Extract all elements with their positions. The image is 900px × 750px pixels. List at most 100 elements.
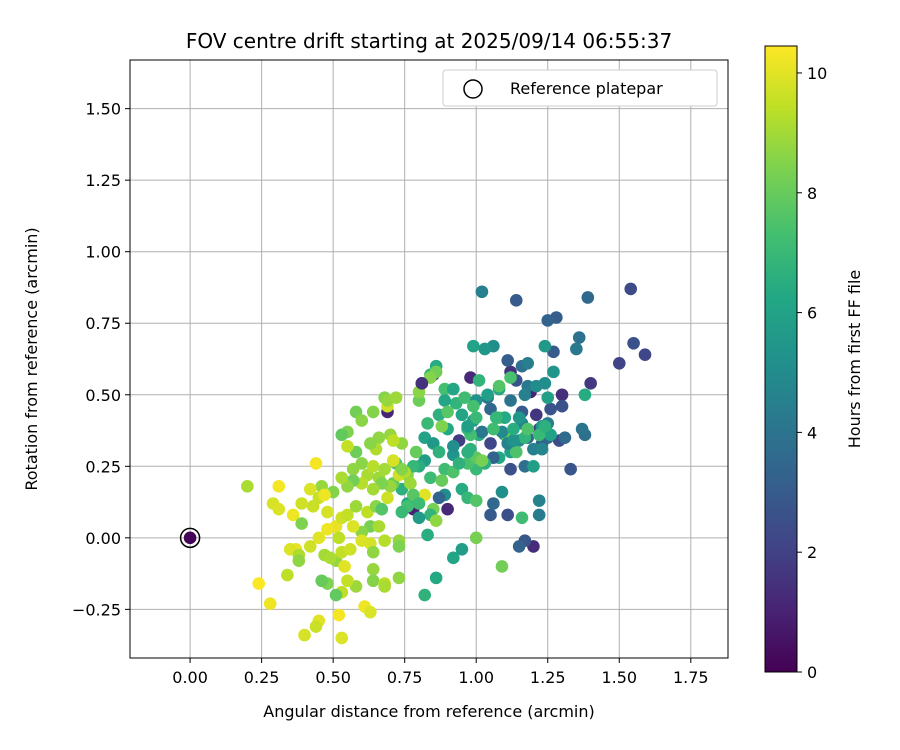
scatter-point xyxy=(581,291,595,304)
scatter-point xyxy=(475,454,489,467)
scatter-point xyxy=(452,457,466,470)
scatter-point xyxy=(395,462,409,476)
scatter-point xyxy=(461,419,474,433)
scatter-point xyxy=(512,540,526,553)
scatter-point xyxy=(624,282,638,296)
scatter-point xyxy=(435,419,449,433)
reference-platepar-marker xyxy=(179,527,201,549)
scatter-point xyxy=(272,502,286,516)
scatter-point xyxy=(338,560,351,573)
y-tick-label: 0.75 xyxy=(85,314,121,333)
scatter-point xyxy=(521,422,535,436)
scatter-point xyxy=(346,520,360,533)
scatter-point xyxy=(481,388,494,402)
scatter-point xyxy=(332,531,346,545)
scatter-point xyxy=(512,411,526,424)
colorbar-ticks: 0 2 4 6 8 10 xyxy=(797,64,827,682)
x-tick-label: 1.50 xyxy=(601,668,637,687)
scatter-point xyxy=(532,508,546,522)
scatter-point xyxy=(429,514,443,527)
scatter-point xyxy=(478,342,492,356)
scatter-point xyxy=(441,502,454,516)
scatter-point xyxy=(532,494,546,507)
chart-title: FOV centre drift starting at 2025/09/14 … xyxy=(186,29,672,53)
scatter-point xyxy=(469,531,483,545)
legend-box xyxy=(442,69,718,107)
scatter-point xyxy=(455,542,469,556)
scatter-point xyxy=(504,462,517,476)
scatter-point xyxy=(321,522,334,536)
y-tick-label: 0.00 xyxy=(85,529,121,548)
x-axis: 0.00 0.25 0.50 0.75 1.00 1.25 1.50 1.75 xyxy=(172,658,709,687)
scatter-point xyxy=(303,482,317,496)
grid xyxy=(130,60,728,658)
scatter-point xyxy=(541,314,555,327)
scatter-point xyxy=(555,399,569,413)
scatter-point xyxy=(575,422,589,436)
x-tick-label: 1.75 xyxy=(673,668,709,687)
scatter-point xyxy=(372,520,386,533)
scatter-point xyxy=(507,434,520,447)
scatter-point xyxy=(329,588,343,602)
scatter-point xyxy=(395,505,409,519)
scatter-point xyxy=(638,348,652,362)
scatter-point xyxy=(281,568,294,582)
y-axis: −0.25 0.00 0.25 0.50 0.75 1.00 1.25 1.50 xyxy=(72,100,130,619)
scatter-point xyxy=(392,540,406,553)
scatter-point xyxy=(349,500,363,513)
scatter-point xyxy=(341,439,354,453)
scatter-point xyxy=(335,471,349,485)
scatter-point xyxy=(501,354,514,367)
scatter-point xyxy=(366,574,380,588)
scatter-point xyxy=(381,491,394,505)
scatter-point xyxy=(364,605,377,619)
scatter-point xyxy=(312,531,326,545)
colorbar-tick-label: 6 xyxy=(807,304,817,323)
scatter-point xyxy=(378,462,391,476)
scatter-point xyxy=(627,336,640,350)
scatter-point xyxy=(504,371,517,384)
scatter-point xyxy=(518,388,532,402)
scatter-point xyxy=(386,434,400,447)
scatter-point xyxy=(487,422,500,436)
x-tick-label: 0.50 xyxy=(315,668,351,687)
scatter-point xyxy=(555,388,569,402)
scatter-point xyxy=(558,431,572,444)
scatter-point xyxy=(341,574,354,588)
scatter-point xyxy=(547,365,560,379)
scatter-point xyxy=(447,439,460,453)
scatter-point xyxy=(432,491,446,505)
scatter-point xyxy=(341,508,354,522)
scatter-point xyxy=(484,437,497,450)
scatter-point xyxy=(538,419,552,433)
scatter-point xyxy=(521,356,535,370)
scatter-point xyxy=(295,517,308,530)
scatter-point xyxy=(489,411,503,424)
scatter-point xyxy=(469,411,483,424)
colorbar-tick-label: 2 xyxy=(807,543,817,562)
scatter-point xyxy=(421,417,434,430)
scatter-point xyxy=(501,508,514,522)
scatter-point xyxy=(366,545,380,559)
x-tick-label: 0.25 xyxy=(244,668,280,687)
scatter-point xyxy=(541,391,555,404)
scatter-point xyxy=(578,388,592,402)
scatter-point xyxy=(529,408,543,422)
scatter-point xyxy=(515,511,529,525)
scatter-point xyxy=(344,542,357,556)
scatter-point xyxy=(509,294,523,307)
scatter-point xyxy=(303,540,317,553)
scatter-point xyxy=(461,445,474,459)
y-tick-label: 0.50 xyxy=(85,386,121,405)
scatter-point xyxy=(183,531,197,545)
scatter-point xyxy=(584,377,597,390)
scatter-point xyxy=(455,408,469,422)
scatter-point xyxy=(421,528,434,542)
scatter-point xyxy=(241,480,254,493)
scatter-point xyxy=(309,457,323,470)
legend-marker xyxy=(463,79,483,99)
scatter-point xyxy=(318,488,331,502)
scatter-point xyxy=(346,462,360,476)
scatter-point xyxy=(292,554,306,568)
scatter-point xyxy=(375,502,389,516)
